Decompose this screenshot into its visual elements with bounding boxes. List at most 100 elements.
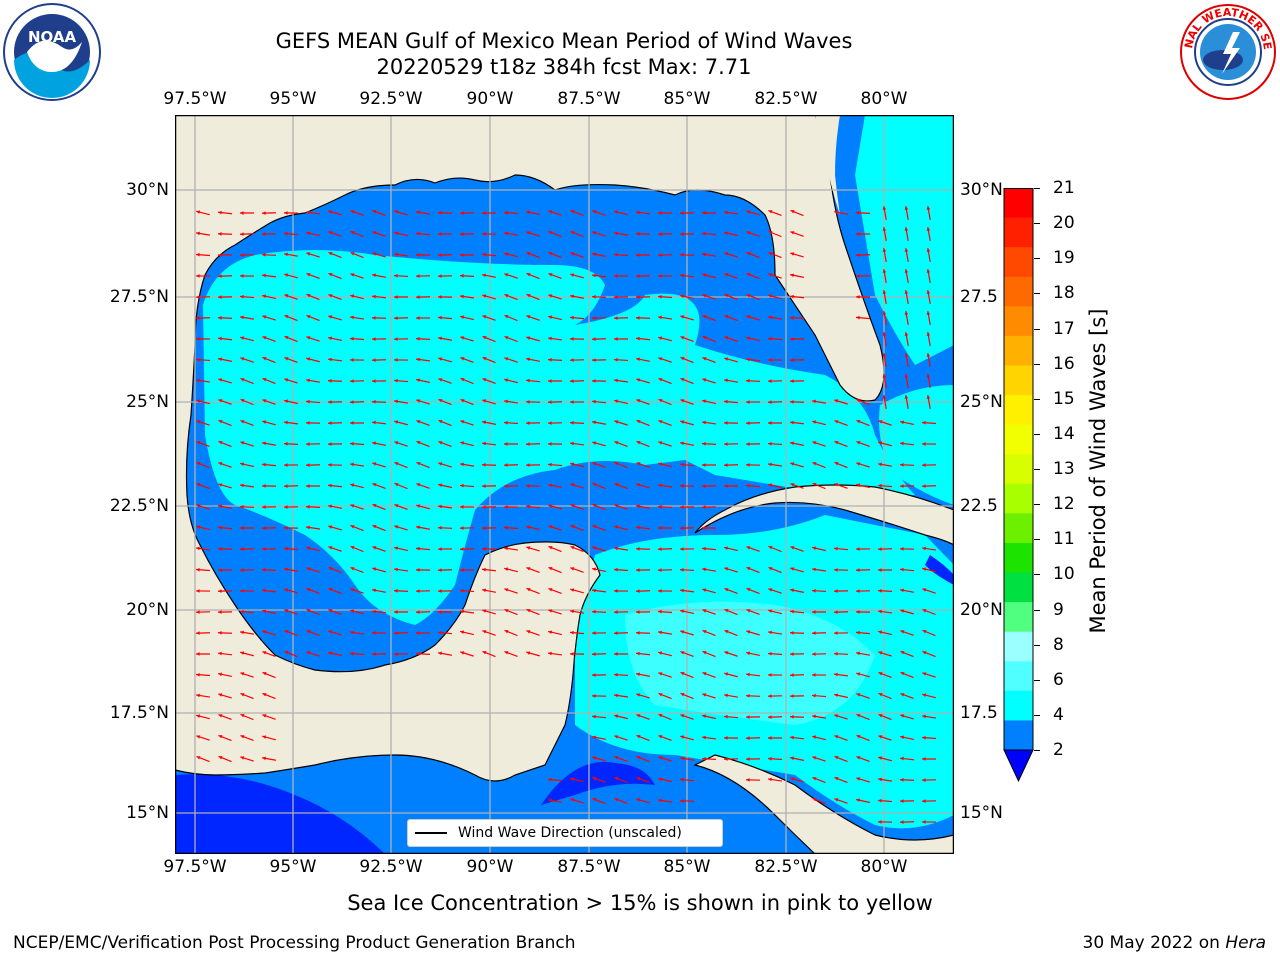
wave-arrowhead-99 xyxy=(240,274,244,278)
wave-arrowhead-481 xyxy=(218,525,222,530)
wave-arrowhead-22 xyxy=(680,211,684,215)
wave-arrowhead-784 xyxy=(856,735,861,739)
wave-arrowhead-657 xyxy=(570,630,574,635)
wave-arrowhead-460 xyxy=(284,505,288,509)
wave-arrowhead-605 xyxy=(922,588,927,592)
wave-arrowhead-492 xyxy=(460,526,464,530)
wave-arrowhead-587 xyxy=(526,588,531,592)
wave-arrowhead-197 xyxy=(284,336,289,340)
wave-arrowhead-614 xyxy=(372,609,376,614)
wave-arrowhead-202 xyxy=(394,337,398,341)
wave-arrowhead-275 xyxy=(636,378,641,382)
wave-arrowhead-770 xyxy=(240,735,245,739)
wave-arrowhead-21 xyxy=(658,211,662,215)
wave-arrowhead-680 xyxy=(328,651,332,656)
wave-arrowhead-287 xyxy=(218,399,223,403)
wave-arrowhead-368 xyxy=(504,442,508,446)
wave-arrowhead-116 xyxy=(614,274,618,278)
wave-arrowhead-574 xyxy=(240,589,244,593)
colorbar-tick-19: 19 xyxy=(1053,248,1075,269)
wave-arrowhead-285 xyxy=(926,374,931,378)
colorbar-tick-13: 13 xyxy=(1053,459,1075,479)
wave-arrowhead-511 xyxy=(350,546,355,550)
wave-arrowhead-401 xyxy=(482,463,486,467)
wave-arrowhead-523 xyxy=(614,546,618,551)
wave-arrowhead-344 xyxy=(724,421,728,425)
wave-arrowhead-394 xyxy=(328,463,332,467)
wave-arrowhead-20 xyxy=(636,210,640,215)
wave-arrowhead-510 xyxy=(328,546,333,550)
wave-arrowhead-723 xyxy=(834,672,838,677)
wave-arrowhead-152 xyxy=(702,294,707,298)
colorbar-tick-9: 9 xyxy=(1053,599,1064,620)
wave-arrowhead-100 xyxy=(262,273,266,278)
wave-arrowhead-765 xyxy=(878,714,883,718)
wave-arrowhead-478 xyxy=(680,505,684,509)
wave-arrowhead-251 xyxy=(790,358,794,362)
wave-arrowhead-514 xyxy=(416,546,420,551)
wave-arrowhead-712 xyxy=(592,673,596,677)
wave-arrowhead-395 xyxy=(350,462,354,467)
wave-arrowhead-716 xyxy=(680,672,685,676)
wave-arrowhead-804 xyxy=(856,756,861,760)
wave-arrowhead-502 xyxy=(680,526,684,530)
wave-arrowhead-631 xyxy=(746,609,751,613)
wave-arrowhead-352 xyxy=(900,420,905,425)
wave-arrowhead-701 xyxy=(790,652,794,656)
wave-arrowhead-774 xyxy=(636,735,641,739)
wave-arrowhead-667 xyxy=(790,631,794,635)
wave-arrowhead-796 xyxy=(680,756,684,761)
wave-arrowhead-54 xyxy=(658,232,662,236)
wave-arrowhead-635 xyxy=(834,610,838,614)
wave-arrowhead-248 xyxy=(724,357,729,361)
wave-arrowhead-834 xyxy=(878,798,882,803)
wave-arrowhead-702 xyxy=(812,652,816,656)
wave-arrowhead-134 xyxy=(306,294,311,298)
wave-arrowhead-256 xyxy=(218,378,223,382)
legend-line-icon xyxy=(415,832,447,834)
wave-arrowhead-646 xyxy=(328,630,333,634)
wave-arrowhead-241 xyxy=(570,358,574,362)
wave-arrowhead-469 xyxy=(482,505,486,509)
colorbar-segment-10 xyxy=(1004,483,1033,514)
wave-arrowhead-208 xyxy=(526,336,531,340)
colorbar-tick-11: 11 xyxy=(1053,529,1075,550)
wave-arrowhead-305 xyxy=(614,399,619,403)
wave-arrowhead-63 xyxy=(904,227,909,231)
wave-arrowhead-406 xyxy=(592,462,597,466)
wave-arrowhead-452 xyxy=(856,483,861,488)
wave-arrowhead-37 xyxy=(284,231,288,236)
wave-arrowhead-767 xyxy=(922,714,926,719)
wave-arrowhead-556 xyxy=(592,567,597,572)
wave-arrowhead-217 xyxy=(724,336,729,340)
wave-arrowhead-51 xyxy=(592,231,597,235)
wave-arrowhead-16 xyxy=(548,210,553,214)
wave-arrowhead-482 xyxy=(240,526,244,530)
wave-arrowhead-52 xyxy=(614,231,618,236)
wave-arrowhead-149 xyxy=(636,295,640,299)
wave-arrowhead-827 xyxy=(614,798,619,802)
wave-arrowhead-505 xyxy=(218,547,222,551)
wave-arrowhead-797 xyxy=(702,757,706,761)
wave-arrowhead-783 xyxy=(834,735,839,739)
colorbar-tick-mark-6 xyxy=(1034,679,1040,681)
wave-arrowhead-293 xyxy=(350,400,354,404)
wave-arrowhead-66 xyxy=(218,253,222,257)
wave-arrowhead-487 xyxy=(350,525,355,529)
wave-arrowhead-308 xyxy=(680,399,685,403)
wave-arrowhead-524 xyxy=(636,547,640,551)
wave-arrowhead-465 xyxy=(394,504,399,508)
wave-arrowhead-675 xyxy=(218,651,222,656)
lat-tick-left-0: 30°N xyxy=(126,180,169,200)
lat-tick-right-3: 22.5 xyxy=(960,496,998,516)
wave-arrowhead-531 xyxy=(790,546,795,550)
wave-arrowhead-625 xyxy=(614,610,618,614)
wave-arrowhead-165 xyxy=(284,315,289,319)
wave-arrowhead-724 xyxy=(856,672,861,676)
colorbar-segment-4 xyxy=(1004,306,1033,337)
wave-arrowhead-276 xyxy=(658,378,663,382)
wave-arrowhead-24 xyxy=(724,210,728,215)
wave-arrowhead-14 xyxy=(504,210,508,215)
wave-arrowhead-438 xyxy=(548,483,552,488)
wave-arrowhead-179 xyxy=(592,316,596,320)
